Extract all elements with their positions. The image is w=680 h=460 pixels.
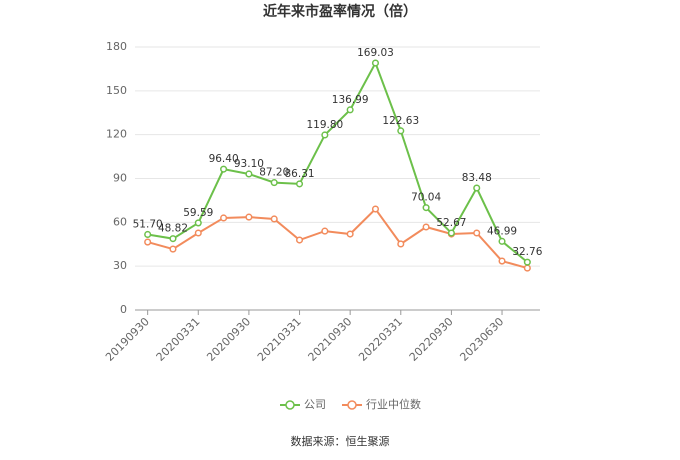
point: [169, 245, 177, 253]
value-label: 87.20: [259, 167, 289, 179]
point: [169, 235, 177, 243]
value-label: 86.31: [285, 168, 315, 180]
point: [523, 258, 531, 266]
point: [397, 127, 405, 135]
point: [270, 179, 278, 187]
point: [346, 230, 354, 238]
legend-item: 公司: [280, 398, 326, 411]
point: [194, 219, 202, 227]
point: [321, 131, 329, 139]
value-label: 119.80: [306, 119, 343, 131]
point: [473, 184, 481, 192]
source: 数据来源：恒生聚源: [291, 434, 390, 448]
x-tick-label: 20190930: [103, 315, 152, 364]
value-label: 96.40: [209, 153, 239, 165]
legend-marker: [285, 400, 295, 410]
y-tick-label: 180: [106, 40, 127, 53]
legend-item: 行业中位数: [342, 397, 421, 411]
x-tick-label: 20210930: [306, 315, 355, 364]
value-label: 51.70: [133, 218, 163, 230]
point: [371, 205, 380, 213]
point: [422, 223, 430, 231]
value-label: 70.04: [411, 192, 441, 204]
point: [498, 257, 506, 265]
point: [346, 106, 354, 114]
point: [422, 204, 430, 212]
y-tick-label: 120: [106, 128, 127, 141]
value-label: 169.03: [357, 47, 394, 59]
value-label: 59.59: [183, 207, 213, 219]
value-label: 46.99: [487, 225, 517, 237]
point: [144, 238, 152, 246]
x-tick-label: 20200331: [154, 315, 203, 364]
value-label: 83.48: [462, 172, 492, 184]
point: [523, 264, 531, 272]
point: [447, 229, 455, 237]
y-tick-label: 60: [113, 215, 127, 228]
y-tick-label: 30: [113, 259, 127, 272]
point: [245, 170, 253, 178]
point: [245, 213, 253, 221]
series-line: [147, 207, 528, 270]
y-tick-label: 90: [113, 172, 127, 185]
chart-title: 近年来市盈率情况（倍）: [263, 3, 417, 20]
point: [220, 214, 228, 222]
point: [144, 230, 152, 239]
x-tick-label: 20200930: [204, 315, 253, 364]
value-label: 52.67: [436, 217, 466, 229]
point: [321, 227, 329, 235]
point: [220, 165, 228, 173]
value-label: 122.63: [382, 115, 419, 127]
point: [397, 240, 405, 248]
value-label: 136.99: [332, 94, 369, 106]
value-label: 48.82: [158, 223, 188, 235]
y-tick-label: 0: [120, 303, 127, 316]
legend-marker: [347, 400, 357, 410]
value-label: 93.10: [234, 158, 264, 170]
point: [473, 229, 481, 237]
point: [295, 180, 304, 188]
point: [194, 229, 202, 237]
point: [295, 236, 304, 244]
x-tick-label: 20220930: [407, 315, 456, 364]
x-tick-label: 20230630: [457, 315, 506, 364]
value-label: 32.76: [512, 246, 542, 258]
legend: 公司 行业中位数: [280, 397, 421, 411]
point: [371, 59, 380, 67]
point: [498, 237, 506, 245]
legend-label: 公司: [304, 398, 326, 411]
x-tick-label: 20220331: [356, 315, 405, 364]
series-line: [147, 60, 528, 263]
point: [270, 215, 278, 223]
y-tick-label: 150: [106, 84, 127, 97]
x-tick-label: 20210331: [255, 315, 304, 364]
legend-label: 行业中位数: [366, 397, 421, 411]
